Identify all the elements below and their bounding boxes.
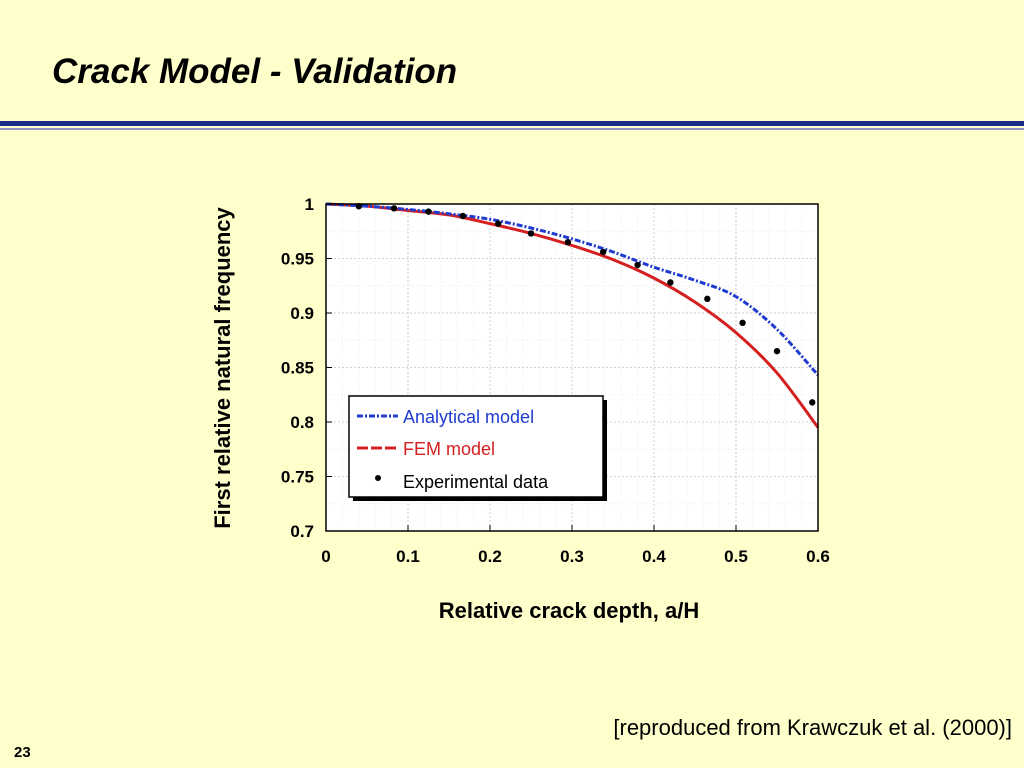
legend-experimental-marker: [375, 475, 381, 481]
experimental-data-point: [809, 399, 816, 406]
experimental-data-point: [773, 347, 781, 355]
experimental-data-point: [495, 220, 502, 227]
slide-title: Crack Model - Validation: [52, 52, 458, 91]
legend: Analytical model FEM model Experimental …: [348, 395, 607, 501]
y-axis-label: First relative natural frequency: [210, 206, 235, 528]
x-tick-label: 0: [321, 547, 330, 566]
x-tick-label: 0.5: [724, 547, 748, 566]
experimental-data-point: [390, 205, 398, 212]
x-tick-label: 0.1: [396, 547, 420, 566]
title-rule-thin: [0, 128, 1024, 130]
x-axis-label: Relative crack depth, a/H: [439, 598, 699, 623]
x-tick-label: 0.3: [560, 547, 584, 566]
x-tick-label: 0.2: [478, 547, 502, 566]
experimental-data-point: [739, 319, 746, 327]
page-number: 23: [14, 744, 31, 761]
experimental-data-point: [564, 238, 572, 246]
y-tick-label: 0.85: [281, 359, 314, 378]
x-tick-label: 0.6: [806, 547, 830, 566]
experimental-data-point: [425, 208, 432, 215]
y-tick-label: 0.7: [290, 522, 314, 541]
y-tick-label: 1: [305, 195, 314, 214]
experimental-data-point: [704, 295, 711, 303]
y-tick-label: 0.8: [290, 413, 314, 432]
experimental-data-point: [667, 279, 674, 286]
experimental-data-point: [459, 212, 467, 220]
x-tick-label: 0.4: [642, 547, 666, 566]
y-tick-label: 0.9: [290, 304, 314, 323]
legend-experimental-label: Experimental data: [403, 472, 549, 492]
y-tick-label: 0.95: [281, 250, 314, 269]
legend-fem-label: FEM model: [403, 439, 495, 459]
axis-ticks: 0 0.1 0.2 0.3 0.4 0.5 0.6 0.7 0.75 0.8 0.85 0.9 0.95…: [281, 195, 830, 566]
series-layer: [325, 202, 820, 429]
experimental-data-point: [527, 230, 535, 237]
citation: [reproduced from Krawczuk et al. (2000)]: [613, 715, 1012, 740]
fem-model-line: [325, 202, 820, 429]
experimental-data-point: [599, 248, 607, 256]
y-tick-label: 0.75: [281, 468, 314, 487]
title-rule-thick: [0, 121, 1024, 126]
experimental-data-point: [634, 261, 641, 269]
legend-analytical-label: Analytical model: [403, 407, 534, 427]
analytical-model-line: [325, 202, 820, 377]
